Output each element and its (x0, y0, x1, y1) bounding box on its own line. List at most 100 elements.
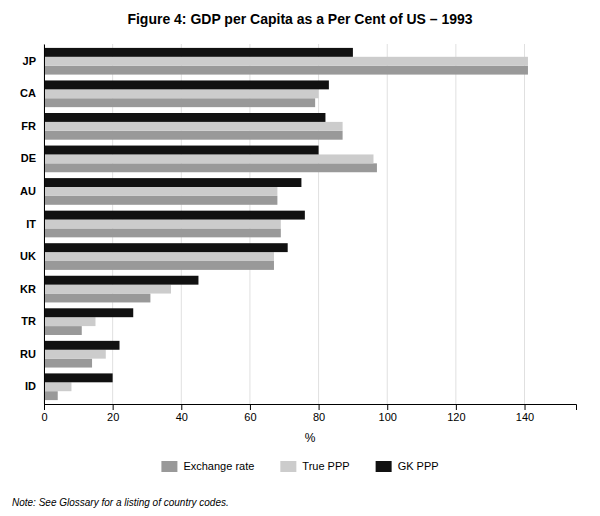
x-tick: 0 (41, 404, 47, 423)
y-tick-label: RU (20, 348, 36, 360)
x-tick-mark (525, 404, 526, 410)
x-tick-label: 60 (244, 411, 256, 423)
bar (44, 326, 82, 335)
y-tick: UK (20, 250, 36, 262)
legend-item: GK PPP (376, 460, 439, 472)
y-tick: JP (23, 55, 36, 67)
bar (44, 57, 528, 66)
x-tick: 40 (176, 404, 188, 423)
legend-label: GK PPP (398, 460, 439, 472)
legend-swatch (280, 461, 296, 472)
y-tick: IT (26, 218, 36, 230)
bar (44, 276, 198, 285)
y-tick-label: AU (20, 185, 36, 197)
grid-line (44, 44, 45, 404)
x-tick-mark (319, 404, 320, 410)
bar (44, 308, 133, 317)
legend-swatch (376, 461, 392, 472)
bar (44, 252, 274, 261)
legend: Exchange rate True PPP GK PPP (161, 460, 438, 472)
legend-item: Exchange rate (161, 460, 254, 472)
bar (44, 89, 319, 98)
bar (44, 98, 315, 107)
y-tick-label: KR (20, 283, 36, 295)
x-tick: 60 (244, 404, 256, 423)
bar (44, 80, 329, 89)
x-tick-mark (250, 404, 251, 410)
bar (44, 261, 274, 270)
bar (44, 187, 277, 196)
chart-container: 0 20 40 60 80 100 120 140 JP CA FR DE AU IT UK KR TR RU ID… (0, 0, 600, 516)
x-tick: 100 (379, 404, 397, 423)
x-tick-mark (44, 404, 45, 410)
x-tick-mark (387, 404, 388, 410)
legend-swatch (161, 461, 177, 472)
title: Figure 4: GDP per Capita as a Per Cent o… (127, 11, 472, 27)
x-tick: 120 (447, 404, 465, 423)
x-tick-label: 100 (379, 411, 397, 423)
y-tick-label: UK (20, 250, 36, 262)
x-tick-label: 0 (41, 411, 47, 423)
bar (44, 163, 377, 172)
bar (44, 196, 277, 205)
x-tick: 140 (516, 404, 534, 423)
bars (44, 48, 528, 400)
y-tick-label: TR (21, 315, 36, 327)
x-tick-mark (181, 404, 182, 410)
y-tick: AU (20, 185, 36, 197)
bar (44, 122, 343, 131)
bar-series (44, 66, 528, 400)
y-axis-line (44, 45, 45, 405)
x-tick-mark (456, 404, 457, 410)
legend-label: Exchange rate (183, 460, 254, 472)
grid (44, 44, 525, 404)
grid-line (387, 44, 388, 404)
chart-svg: 0 20 40 60 80 100 120 140 JP CA FR DE AU IT UK KR TR RU ID… (0, 0, 600, 516)
bar (44, 350, 106, 359)
bar (44, 391, 58, 400)
bar (44, 146, 319, 155)
y-tick: KR (20, 283, 36, 295)
y-tick: ID (25, 380, 36, 392)
bar-series (44, 48, 353, 382)
y-tick-label: IT (26, 218, 36, 230)
grid-line (455, 44, 456, 404)
bar (44, 211, 305, 220)
x-tick: 80 (313, 404, 325, 423)
y-tick: FR (21, 120, 36, 132)
y-tick-label: DE (21, 152, 36, 164)
x-tick-label: 140 (516, 411, 534, 423)
y-tick: CA (20, 87, 36, 99)
y-tick-label: JP (23, 55, 36, 67)
bar (44, 285, 171, 294)
x-axis-title: % (305, 431, 316, 445)
bar (44, 294, 150, 303)
x-tick: 20 (107, 404, 119, 423)
y-tick: TR (21, 315, 36, 327)
bar (44, 243, 288, 252)
y-tick-label: ID (25, 380, 36, 392)
x-tick-mark (113, 404, 114, 410)
x-tick-label: 120 (447, 411, 465, 423)
legend-item: True PPP (280, 460, 349, 472)
bar-series (44, 57, 528, 391)
grid-line (524, 44, 525, 404)
bar (44, 66, 528, 75)
bar (44, 48, 353, 57)
bar (44, 154, 373, 163)
x-tick-label: 80 (313, 411, 325, 423)
x-tick-label: 40 (176, 411, 188, 423)
x-tick-label: 20 (107, 411, 119, 423)
x-axis: 0 20 40 60 80 100 120 140 (41, 404, 576, 423)
bar (44, 382, 71, 391)
bar (44, 373, 113, 382)
bar (44, 317, 95, 326)
bar (44, 220, 281, 229)
bar (44, 359, 92, 368)
bar (44, 113, 325, 122)
bar (44, 228, 281, 237)
bar (44, 341, 120, 350)
y-tick: RU (20, 348, 36, 360)
y-tick: DE (21, 152, 36, 164)
legend-label: True PPP (302, 460, 349, 472)
